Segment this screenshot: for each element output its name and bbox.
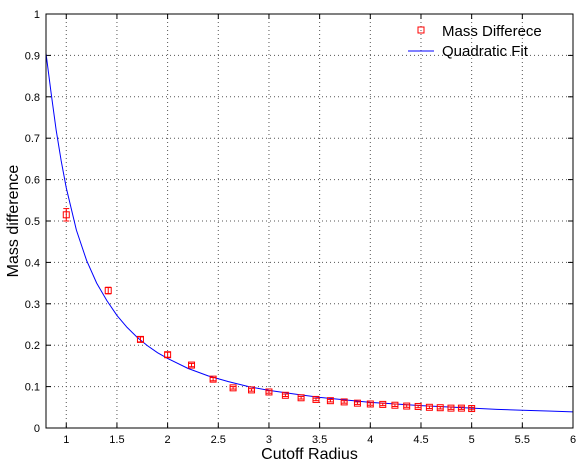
data-point [62,208,70,222]
square-marker [248,386,256,394]
data-point [326,397,334,405]
x-tick-label: 2.5 [211,434,226,446]
data-point [229,384,237,392]
data-point [366,400,374,408]
square-marker [447,404,455,412]
y-tick-label: 1 [34,9,40,21]
y-axis-label: Mass difference [5,165,22,278]
y-tick-label: 0.9 [25,50,40,62]
data-point [468,405,476,413]
square-marker [403,402,411,410]
square-marker [457,404,465,412]
square-marker [326,397,334,405]
data-point [340,398,348,406]
data-point [209,375,217,383]
legend-marker-square [417,26,425,34]
data-point [281,391,289,399]
square-marker [188,361,196,369]
y-tick-label: 0.4 [25,257,40,269]
x-tick-label: 5 [469,434,475,446]
data-point [188,361,196,369]
square-marker [414,402,422,410]
square-marker [436,404,444,412]
y-tick-label: 0.8 [25,92,40,104]
data-point [379,400,387,408]
data-point [425,403,433,411]
square-marker [366,400,374,408]
data-point [265,388,273,396]
data-series [62,208,476,413]
data-point [164,351,172,359]
data-point [104,286,112,295]
data-point [436,404,444,412]
square-marker [136,335,144,343]
x-tick-label: 3.5 [312,434,327,446]
plot-frame [45,13,574,429]
x-tick-labels: 1 1.5 2 2.5 3 3.5 4 4.5 5 5.5 6 [63,434,576,446]
data-point [353,399,361,407]
square-marker [265,388,273,396]
square-marker [340,398,348,406]
square-marker [297,394,305,402]
x-tick-label: 5.5 [515,434,530,446]
square-marker [391,401,399,409]
data-point [403,402,411,410]
data-point [391,401,399,409]
data-point [447,404,455,412]
y-tick-label: 0.7 [25,133,40,145]
square-marker [312,395,320,403]
data-point [457,404,465,412]
x-tick-label: 4 [367,434,373,446]
data-point [297,394,305,402]
square-marker [104,287,112,295]
legend: Mass Differece Quadratic Fit [408,23,542,60]
square-marker [209,375,217,383]
square-marker [62,211,70,219]
x-tick-label: 4.5 [413,434,428,446]
square-marker [379,400,387,408]
square-marker [425,403,433,411]
square-marker [164,351,172,359]
square-marker [353,399,361,407]
x-tick-label: 3 [266,434,272,446]
x-tick-label: 2 [165,434,171,446]
y-tick-label: 0.1 [25,382,40,394]
data-point [414,402,422,410]
y-tick-labels: 0 0.1 0.2 0.3 0.4 0.5 0.6 0.7 0.8 0.9 1 [25,9,40,435]
y-tick-label: 0.6 [25,175,40,187]
square-marker [281,391,289,399]
data-point [248,386,256,394]
y-tick-label: 0 [34,423,40,435]
square-marker [468,405,476,413]
legend-label-quadratic-fit: Quadratic Fit [442,43,529,60]
square-marker [229,384,237,392]
legend-label-mass-difference: Mass Differece [442,23,542,40]
data-point [136,335,144,343]
x-axis-label: Cutoff Radius [261,446,358,463]
x-tick-label: 6 [570,434,576,446]
y-tick-label: 0.5 [25,216,40,228]
x-tick-label: 1.5 [109,434,124,446]
data-point [312,395,320,403]
y-tick-label: 0.2 [25,340,40,352]
grid-lines [46,14,573,428]
x-tick-label: 1 [63,434,69,446]
y-tick-label: 0.3 [25,299,40,311]
